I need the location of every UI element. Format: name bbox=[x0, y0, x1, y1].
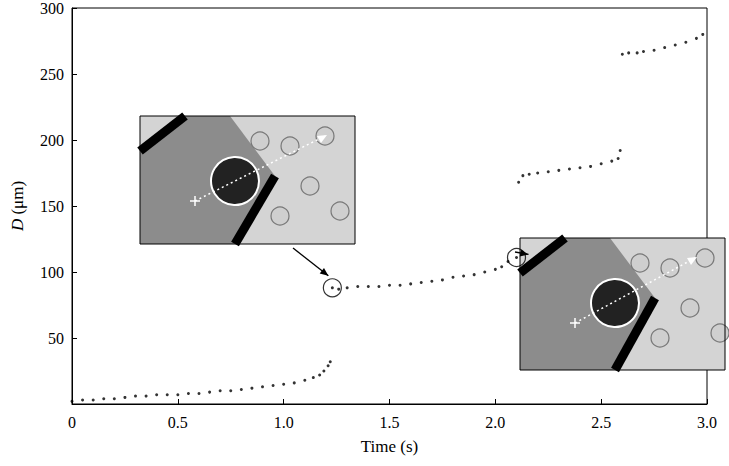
svg-text:300: 300 bbox=[40, 0, 64, 17]
svg-text:1.0: 1.0 bbox=[274, 414, 294, 431]
svg-text:1.5: 1.5 bbox=[380, 414, 400, 431]
svg-text:3.0: 3.0 bbox=[697, 414, 717, 431]
svg-text:0: 0 bbox=[68, 414, 76, 431]
svg-text:50: 50 bbox=[48, 330, 64, 347]
svg-text:250: 250 bbox=[40, 66, 64, 83]
svg-text:(μm): (μm) bbox=[8, 181, 27, 219]
svg-text:100: 100 bbox=[40, 264, 64, 281]
svg-text:150: 150 bbox=[40, 198, 64, 215]
svg-text:200: 200 bbox=[40, 132, 64, 149]
svg-text:D: D bbox=[8, 218, 27, 232]
svg-text:2.0: 2.0 bbox=[485, 414, 505, 431]
svg-text:2.5: 2.5 bbox=[591, 414, 611, 431]
svg-text:0.5: 0.5 bbox=[168, 414, 188, 431]
svg-text:Time (s): Time (s) bbox=[361, 437, 418, 456]
